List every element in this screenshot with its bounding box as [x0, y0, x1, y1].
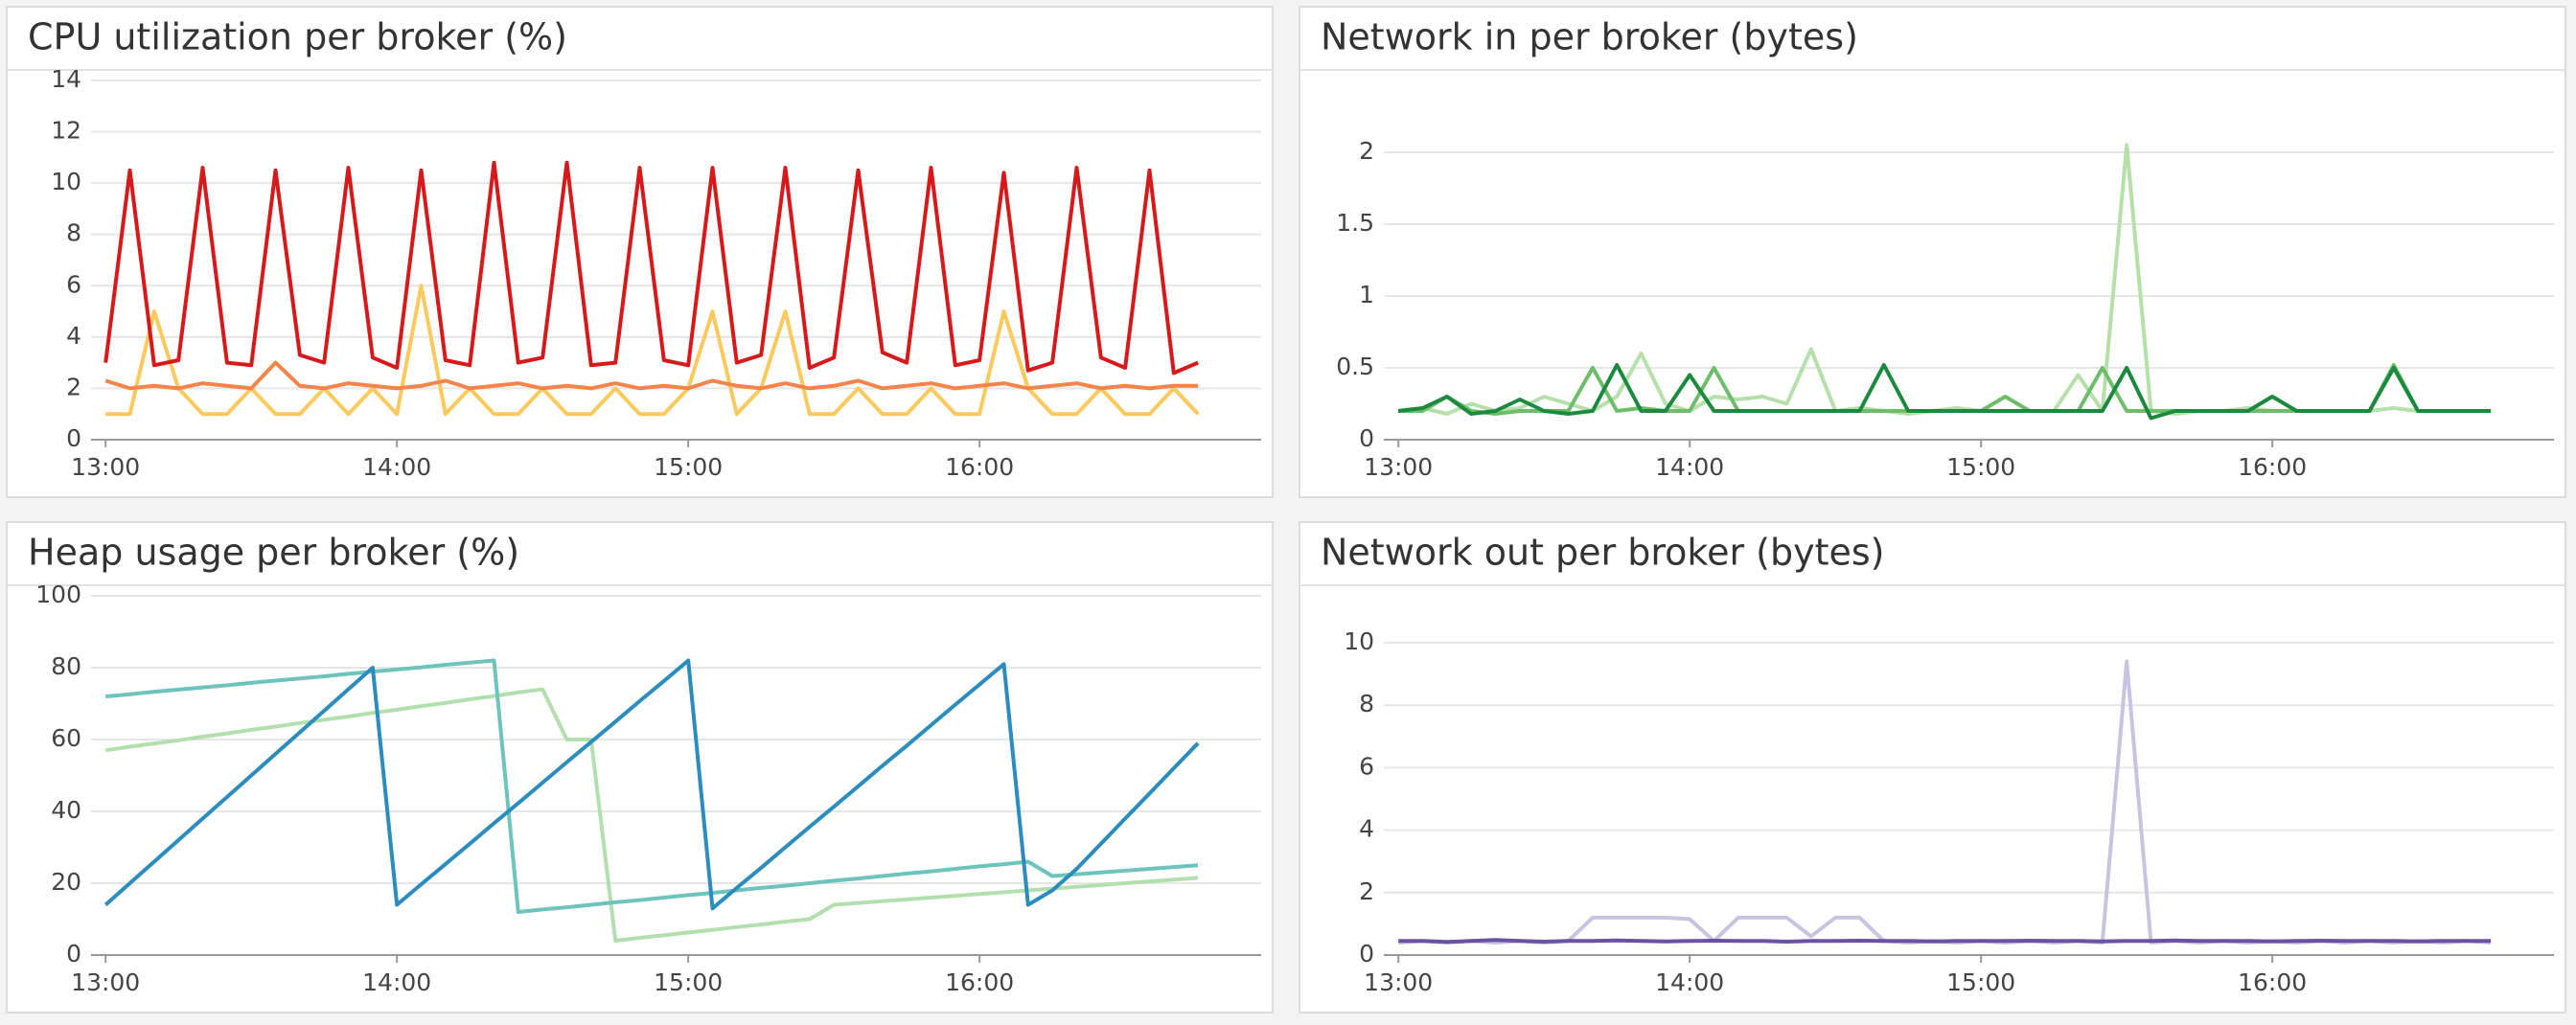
x-tick-label: 14:00 — [362, 968, 431, 996]
y-tick-label: 14 — [51, 65, 81, 93]
y-tick-label: 1 — [1359, 281, 1374, 308]
panel: CPU utilization per broker (%) 0 2 4 6 8 10 12 1… — [6, 6, 1274, 498]
y-tick-label: 10 — [51, 168, 81, 195]
panel-title: Network out per broker (bytes) — [1321, 532, 1884, 574]
x-tick-label: 13:00 — [71, 968, 140, 996]
y-tick-label: 8 — [1359, 690, 1374, 718]
series-line — [1397, 363, 2492, 421]
series-line — [104, 160, 1199, 376]
panel: Network in per broker (bytes) 0 0.5 1 1.5 2 13… — [1299, 6, 2566, 498]
series-line — [104, 658, 1200, 911]
y-tick-label: 2 — [1359, 137, 1374, 165]
y-tick-label: 100 — [35, 581, 81, 608]
y-tick-label: 2 — [66, 373, 81, 400]
y-tick-label: 40 — [51, 796, 81, 824]
x-tick-label: 13:00 — [71, 453, 140, 481]
x-tick-label: 13:00 — [1364, 453, 1433, 481]
x-tick-label: 15:00 — [654, 453, 723, 481]
series-line — [1398, 938, 2492, 945]
x-tick-label: 16:00 — [945, 968, 1014, 996]
y-tick-label: 0 — [1359, 424, 1374, 452]
y-tick-label: 4 — [66, 322, 81, 350]
y-tick-label: 1.5 — [1336, 209, 1374, 237]
x-tick-label: 15:00 — [1946, 453, 2015, 481]
x-tick-label: 16:00 — [945, 453, 1014, 481]
y-tick-label: 6 — [1359, 752, 1374, 780]
series-line — [105, 284, 1200, 417]
panel: Heap usage per broker (%) 0 20 40 60 80 100 13:… — [6, 521, 1274, 1014]
y-tick-label: 80 — [51, 652, 81, 680]
series-line — [105, 658, 1199, 914]
y-tick-label: 8 — [66, 219, 81, 247]
x-tick-label: 14:00 — [1655, 453, 1724, 481]
x-tick-label: 15:00 — [1946, 968, 2015, 996]
y-tick-label: 12 — [51, 117, 81, 145]
y-tick-label: 0 — [66, 940, 81, 968]
y-tick-label: 4 — [1359, 815, 1374, 843]
series-line — [104, 687, 1199, 943]
y-tick-label: 20 — [51, 868, 81, 896]
panel-title: Network in per broker (bytes) — [1321, 16, 1858, 58]
y-tick-label: 6 — [66, 270, 81, 298]
y-tick-label: 0 — [66, 424, 81, 452]
panel-background — [6, 521, 1274, 1014]
x-tick-label: 14:00 — [1655, 968, 1724, 996]
y-tick-label: 2 — [1359, 877, 1374, 905]
y-tick-label: 0.5 — [1336, 353, 1374, 380]
y-tick-label: 0 — [1359, 940, 1374, 968]
x-tick-label: 13:00 — [1364, 968, 1433, 996]
x-tick-label: 16:00 — [2238, 453, 2307, 481]
panel-title: CPU utilization per broker (%) — [28, 16, 567, 58]
x-tick-label: 15:00 — [654, 968, 723, 996]
y-tick-label: 60 — [51, 724, 81, 752]
x-tick-label: 16:00 — [2238, 968, 2307, 996]
panel: Network out per broker (bytes) 0 2 4 6 8 10 13:… — [1299, 521, 2566, 1014]
panel-background — [1299, 6, 2566, 498]
x-tick-label: 14:00 — [362, 453, 431, 481]
panel-title: Heap usage per broker (%) — [28, 532, 519, 574]
y-tick-label: 10 — [1344, 627, 1374, 655]
series-line — [104, 360, 1199, 391]
